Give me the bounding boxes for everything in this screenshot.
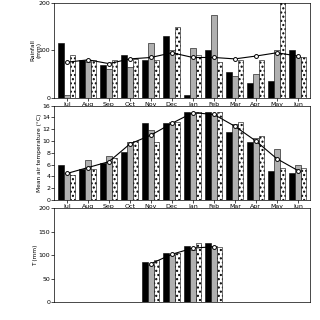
- Bar: [274, 149, 280, 200]
- Bar: [112, 157, 117, 200]
- Bar: [211, 246, 217, 302]
- Bar: [280, 168, 285, 200]
- Bar: [127, 142, 133, 200]
- Bar: [100, 65, 106, 98]
- Bar: [148, 265, 154, 302]
- Y-axis label: T (mm): T (mm): [33, 244, 38, 266]
- Bar: [259, 136, 264, 200]
- Bar: [268, 171, 274, 200]
- Bar: [190, 48, 196, 98]
- Bar: [164, 36, 169, 98]
- Bar: [205, 50, 211, 98]
- Bar: [274, 50, 280, 98]
- Bar: [289, 50, 295, 98]
- Bar: [175, 122, 180, 200]
- Bar: [85, 160, 91, 200]
- Bar: [226, 72, 232, 98]
- Bar: [184, 246, 190, 302]
- Bar: [148, 43, 154, 98]
- Bar: [205, 111, 211, 200]
- Bar: [106, 69, 112, 98]
- Bar: [196, 55, 201, 98]
- Bar: [196, 244, 201, 302]
- Bar: [133, 141, 139, 200]
- Bar: [217, 62, 222, 98]
- Bar: [70, 55, 76, 98]
- Bar: [175, 27, 180, 98]
- Bar: [268, 81, 274, 98]
- Bar: [238, 122, 243, 200]
- Bar: [301, 58, 306, 98]
- Bar: [85, 62, 91, 98]
- Bar: [64, 173, 70, 200]
- Bar: [211, 15, 217, 98]
- Bar: [169, 50, 175, 98]
- Bar: [59, 43, 64, 98]
- Bar: [133, 59, 139, 98]
- Bar: [295, 58, 301, 98]
- Bar: [91, 60, 96, 98]
- Bar: [184, 95, 190, 98]
- Bar: [217, 247, 222, 302]
- Y-axis label: Rainfall
(mm): Rainfall (mm): [30, 39, 41, 61]
- Bar: [142, 262, 148, 302]
- Bar: [164, 253, 169, 302]
- Bar: [247, 84, 253, 98]
- Bar: [253, 138, 259, 200]
- Bar: [301, 168, 306, 200]
- Bar: [211, 115, 217, 200]
- Bar: [122, 152, 127, 200]
- Bar: [169, 122, 175, 200]
- Bar: [142, 60, 148, 98]
- Bar: [217, 111, 222, 200]
- Bar: [64, 95, 70, 98]
- Bar: [259, 60, 264, 98]
- Bar: [154, 260, 159, 302]
- Bar: [238, 60, 243, 98]
- Bar: [232, 76, 238, 98]
- Bar: [169, 255, 175, 302]
- Bar: [154, 60, 159, 98]
- Bar: [289, 173, 295, 200]
- Bar: [79, 169, 85, 200]
- Bar: [91, 169, 96, 200]
- Y-axis label: Mean air temperature (°C): Mean air temperature (°C): [37, 114, 42, 192]
- Bar: [232, 124, 238, 200]
- Bar: [253, 74, 259, 98]
- Bar: [106, 156, 112, 200]
- Bar: [190, 250, 196, 302]
- Bar: [59, 164, 64, 200]
- Bar: [184, 111, 190, 200]
- Bar: [247, 142, 253, 200]
- Bar: [148, 130, 154, 200]
- Bar: [70, 175, 76, 200]
- Bar: [142, 123, 148, 200]
- Bar: [280, 0, 285, 98]
- Bar: [154, 142, 159, 200]
- Bar: [122, 55, 127, 98]
- Bar: [205, 244, 211, 302]
- Bar: [226, 132, 232, 200]
- Bar: [127, 67, 133, 98]
- Bar: [164, 123, 169, 200]
- Bar: [100, 164, 106, 200]
- Bar: [196, 111, 201, 200]
- Bar: [190, 113, 196, 200]
- Bar: [295, 164, 301, 200]
- Bar: [79, 60, 85, 98]
- Bar: [112, 60, 117, 98]
- Bar: [175, 253, 180, 302]
